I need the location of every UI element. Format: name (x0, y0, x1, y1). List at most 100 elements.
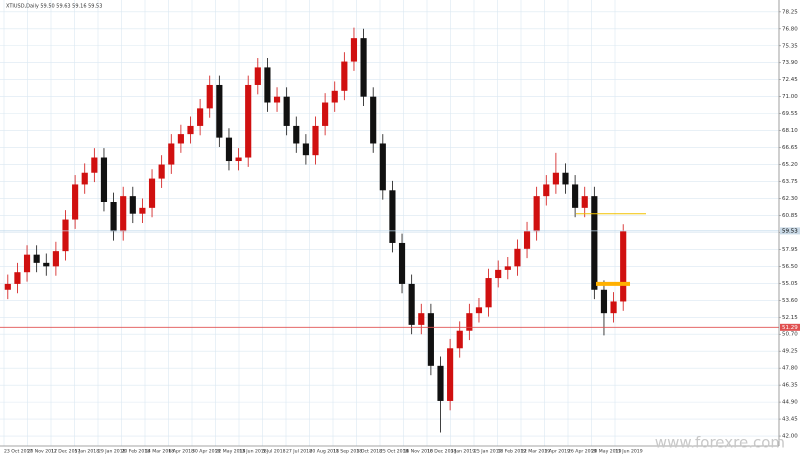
candle-body (235, 157, 242, 162)
candle-body (456, 330, 463, 349)
y-tick-label: 56.50 (782, 264, 798, 270)
candle-body (273, 96, 281, 103)
candle-body (52, 251, 59, 267)
candle-body (254, 67, 261, 85)
x-tick-label: 14 Mar 2018 (145, 449, 174, 455)
candle-body (331, 90, 338, 103)
candle-body (120, 196, 127, 232)
candle-body (264, 67, 271, 103)
candle-body (283, 96, 290, 126)
candle-body (187, 125, 194, 135)
y-tick-label: 66.65 (782, 145, 798, 151)
candle-body (427, 313, 434, 366)
candle-body (620, 231, 627, 302)
x-tick-label: 20 Nov 2017 (28, 449, 57, 455)
candle-body (610, 301, 617, 314)
x-tick-label: 23 Oct 2017 (4, 449, 32, 455)
x-tick-label: 13 Jun 2018 (239, 449, 267, 455)
candle-body (158, 164, 165, 179)
x-tick-label: 18 Feb 2019 (498, 449, 527, 455)
candle-body (100, 157, 108, 202)
candle-body (466, 313, 473, 331)
candle-body (110, 201, 117, 232)
x-tick-label: 10 Dec 2018 (427, 449, 456, 455)
x-tick-label: 3 Jan 2019 (451, 449, 476, 455)
candle-body (437, 365, 444, 401)
y-tick-label: 46.35 (782, 383, 798, 389)
candle-body (398, 242, 406, 284)
candle-body (14, 272, 21, 284)
candle-body (360, 38, 367, 97)
candle-body (523, 231, 531, 249)
candle-body (33, 254, 40, 263)
y-tick-label: 57.95 (782, 247, 798, 253)
y-tick-label: 68.10 (782, 128, 798, 134)
candle-body (418, 313, 425, 325)
x-tick-label: 11 Sep 2018 (333, 449, 362, 455)
price-tag (780, 227, 800, 235)
y-tick-label: 62.30 (782, 196, 798, 202)
candle-body (408, 283, 415, 325)
y-tick-label: 44.90 (782, 400, 798, 406)
y-tick-label: 63.75 (782, 179, 798, 185)
candle-body (245, 84, 252, 158)
x-tick-label: 25 Jan 2019 (474, 449, 502, 455)
candle-body (389, 190, 396, 243)
y-tick-label: 47.80 (782, 366, 798, 372)
candle-body (562, 172, 569, 185)
candle-body (129, 196, 136, 214)
x-tick-label: 30 Apr 2018 (192, 449, 220, 455)
candle-body (293, 125, 300, 144)
candle-body (168, 143, 175, 165)
x-tick-label: 11 Jun 2019 (615, 449, 643, 455)
plot (0, 27, 779, 433)
candle-body (322, 102, 329, 126)
x-tick-label: 12 Dec 2017 (51, 449, 80, 455)
candle-body (148, 178, 156, 208)
x-tick-label: 5 Jan 2018 (75, 449, 100, 455)
chart-title: XTIUSD,Daily 59.50 59.63 59.16 59.53 (6, 4, 102, 10)
candle-body (4, 283, 11, 290)
candle-body (447, 348, 454, 401)
candle-body (543, 184, 550, 197)
x-tick-label: 20 May 2019 (592, 449, 622, 455)
x-tick-label: 29 Jan 2018 (98, 449, 126, 455)
x-tick-label: 22 May 2018 (216, 449, 246, 455)
price-tag (780, 323, 800, 331)
candle-body (197, 108, 204, 126)
candle-body (600, 289, 608, 314)
candle-body (581, 196, 588, 208)
candle-body (62, 219, 69, 252)
candle-body (206, 84, 213, 109)
candle-body (504, 266, 511, 270)
x-tick-label: 20 Feb 2018 (122, 449, 151, 455)
price-tag-label: 59.53 (782, 228, 798, 234)
candle-body (475, 307, 483, 314)
x-tick-label: 27 Jul 2018 (286, 449, 312, 455)
y-tick-label: 52.15 (782, 315, 798, 321)
candle-body (81, 172, 88, 185)
candle-body (23, 254, 31, 273)
candle-body (572, 184, 579, 208)
candle-body (139, 207, 146, 214)
candle-body (216, 84, 223, 138)
y-tick-label: 76.80 (782, 26, 798, 32)
y-tick-label: 43.45 (782, 417, 798, 423)
candle-body (91, 157, 98, 173)
watermark: www.forexre.com (655, 434, 785, 452)
candle-body (177, 134, 184, 144)
y-tick-label: 72.45 (782, 77, 798, 83)
candle-body (495, 269, 502, 279)
y-tick-label: 60.85 (782, 213, 798, 219)
x-tick-label: 6 Apr 2018 (169, 449, 195, 455)
y-tick-label: 50.70 (782, 332, 798, 338)
y-tick-label: 75.35 (782, 43, 798, 49)
y-tick-label: 71.00 (782, 94, 798, 100)
x-tick-label: 12 Mar 2019 (521, 449, 550, 455)
candle-body (225, 137, 233, 162)
x-tick-label: 26 Apr 2019 (568, 449, 596, 455)
y-tick-label: 69.55 (782, 111, 798, 117)
x-tick-label: 3 Oct 2018 (357, 449, 383, 455)
